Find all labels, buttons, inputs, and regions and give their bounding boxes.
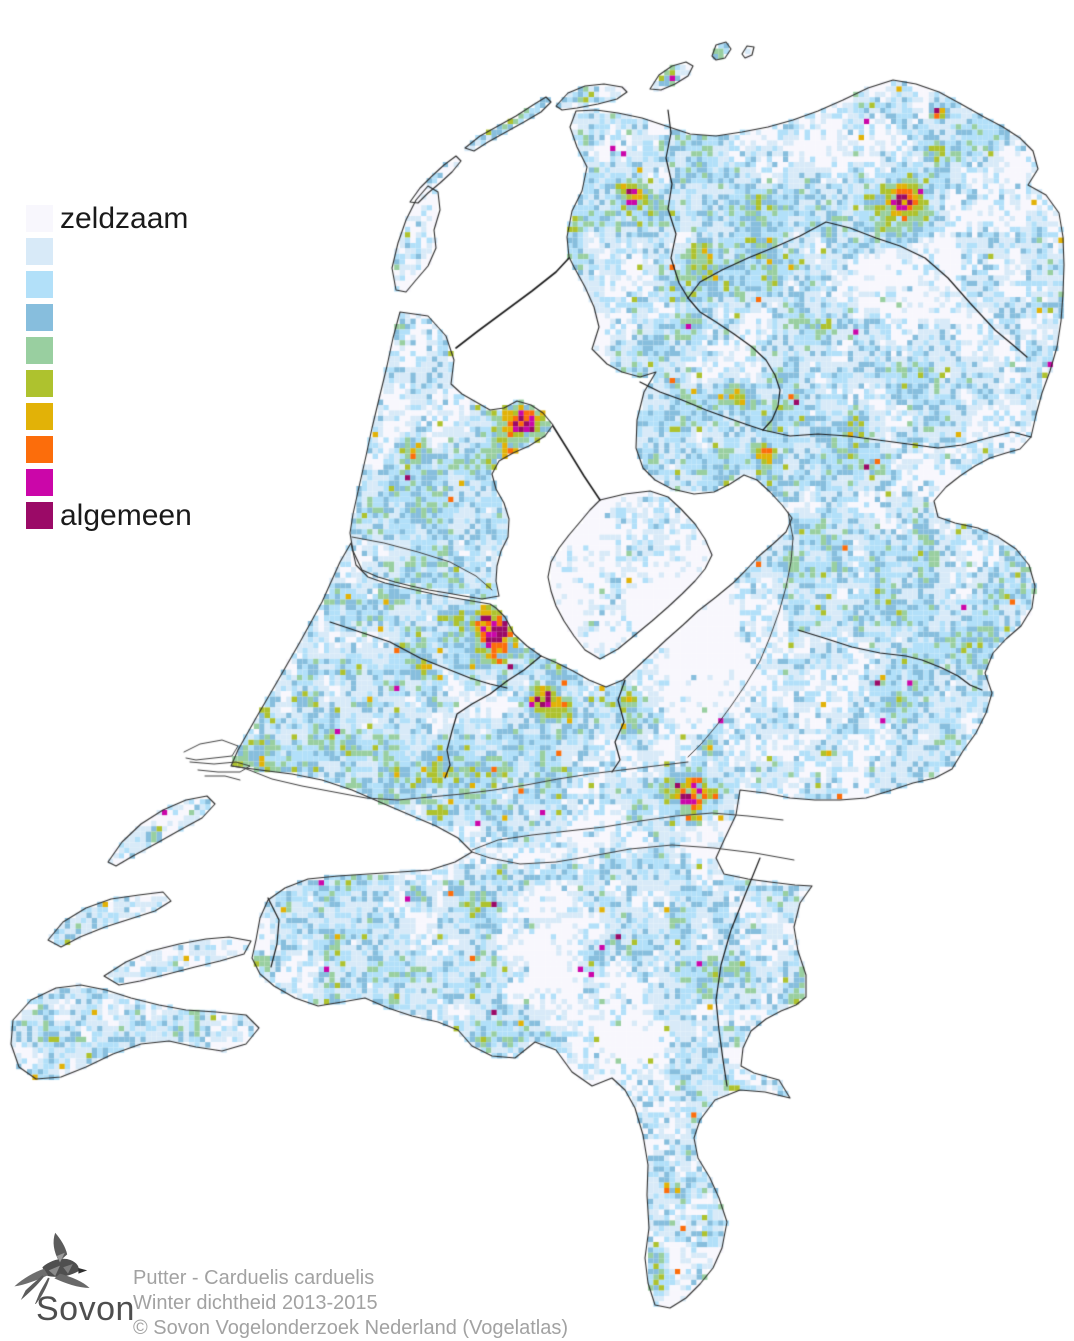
- legend-swatch-9: [26, 502, 53, 529]
- legend-label-rare: zeldzaam: [60, 202, 189, 235]
- map-caption: Putter - Carduelis carduelis Winter dich…: [133, 1266, 568, 1341]
- legend-swatch-0: [26, 205, 53, 232]
- caption-copyright: © Sovon Vogelonderzoek Nederland (Vogela…: [133, 1317, 569, 1339]
- legend-swatch-1: [26, 238, 53, 265]
- legend-swatch-7: [26, 436, 53, 463]
- legend-swatch-3: [26, 304, 53, 331]
- legend-swatch-5: [26, 370, 53, 397]
- sovon-logo: Sovon: [8, 1232, 138, 1329]
- legend-swatch-4: [26, 337, 53, 364]
- legend-swatch-column: [26, 205, 53, 529]
- sovon-logo-text: Sovon: [36, 1290, 135, 1328]
- density-legend: zeldzaam algemeen: [26, 202, 192, 535]
- caption-species: Putter - Carduelis carduelis: [133, 1267, 375, 1289]
- legend-swatch-8: [26, 469, 53, 496]
- caption-season: Winter dichtheid 2013-2015: [133, 1292, 378, 1314]
- legend-swatch-2: [26, 271, 53, 298]
- legend-swatch-6: [26, 403, 53, 430]
- sovon-swallow-icon: [14, 1232, 90, 1304]
- legend-label-common: algemeen: [60, 499, 192, 532]
